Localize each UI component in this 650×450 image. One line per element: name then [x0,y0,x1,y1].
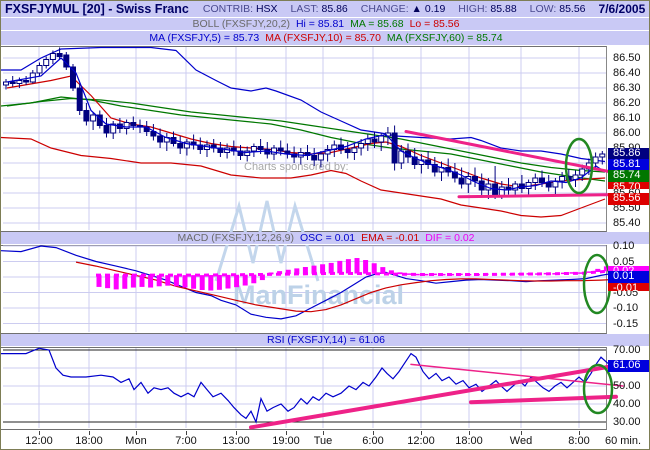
rsi-legend-bar: RSI (FXSFJY,14) = 61.06 [1,334,649,347]
price-chart-area[interactable] [1,46,607,232]
time-tick-mark [521,431,522,435]
time-tick-label: 8:00 [568,435,590,447]
axis-value-box: 85.86 [608,148,649,159]
macd-chart-area[interactable] [1,245,607,334]
contrib-field: CONTRIB: HSX [202,3,278,15]
ma-legend-bar: MA (FXSFJY,5) = 85.73 MA (FXSFJY,10) = 8… [1,31,649,46]
time-tick-mark [579,431,580,435]
time-tick-label: Mon [125,435,147,447]
time-tick-label: 18:00 [455,435,483,447]
time-tick-mark [39,431,40,435]
time-tick-label: 12:00 [25,435,53,447]
time-tick-mark [89,431,90,435]
datetime-label: 7/6/2005 9:00 [598,2,649,16]
time-tick-label: Tue [313,435,333,447]
time-tick-mark [421,431,422,435]
time-tick-label: 19:00 [272,435,300,447]
time-tick-label: 12:00 [407,435,435,447]
symbol-title: FXSFJYMUL [20] - Swiss Franc [5,2,189,16]
axis-tick-label: 85.40 [613,217,641,229]
axis-tick-label: 50.00 [613,380,641,392]
time-tick-mark [186,431,187,435]
up-arrow-icon: ▲ [411,3,422,15]
macd-axis: 0.100.05-0.05-0.10-0.150.020.01-0.01 [607,240,649,334]
interval-label: 60 min. [604,435,642,447]
time-tick-label: 6:00 [362,435,384,447]
axis-value-box: 85.81 [608,159,649,170]
axis-value-box: 85.56 [608,193,649,205]
time-axis: 12:00 18:00 Mon 7:00 13:00 19:00 Tue 6:00 12:00 1… [1,431,649,449]
ma5-value: MA (FXSFJY,5) = 85.73 [149,32,260,44]
low-field: LOW: 85.56 [529,3,586,15]
axis-tick-label: 86.20 [613,97,641,109]
macd-osc-value: OSC = 0.01 [299,232,356,244]
axis-value-box: 0.02 [608,266,649,271]
price-axis: 86.5086.4086.3086.2086.1086.0085.9085.80… [607,46,649,232]
rsi-name: RSI (FXSFJY,14) = 61.06 [267,334,385,346]
axis-tick-label: 0.05 [613,255,635,268]
boll-hi-value: Hi = 85.81 [295,18,345,30]
macd-legend-bar: MACD (FXSFJY,12,26,9) OSC = 0.01 EMA = -… [1,232,649,245]
axis-tick-label: -0.10 [613,302,639,314]
rsi-chart-area[interactable] [1,347,607,430]
axis-tick-label: 86.30 [613,82,641,94]
time-tick-label: 18:00 [75,435,103,447]
time-tick-mark [286,431,287,435]
axis-value-box: -0.01 [608,283,649,291]
ma60-value: MA (FXSFJY,60) = 85.74 [386,32,503,44]
boll-name: BOLL (FXSFJY,20,2) [192,18,290,30]
axis-tick-label: 86.10 [613,112,641,124]
time-tick-label: 7:00 [175,435,197,447]
axis-value-box: 85.74 [608,170,649,182]
time-tick-label: Wed [509,435,533,447]
axis-tick-label: 86.40 [613,67,641,79]
boll-lo-value: Lo = 85.56 [409,18,460,30]
ma10-value: MA (FXSFJY,10) = 85.70 [265,32,381,44]
change-field: CHANGE: ▲ 0.19 [360,3,446,15]
high-field: HIGH: 85.88 [458,3,517,15]
time-tick-mark [469,431,470,435]
time-tick-mark [236,431,237,435]
rsi-axis: 70.00 50.00 40.00 30.00 61.06 [607,344,649,430]
macd-ema-value: EMA = -0.01 [361,232,420,244]
bollinger-legend-bar: BOLL (FXSFJY,20,2) Hi = 85.81 MA = 85.68… [1,18,649,31]
axis-tick-label: -0.15 [613,317,639,330]
time-tick-mark [136,431,137,435]
axis-tick-label: 70.00 [613,344,641,356]
axis-tick-label: 85.50 [613,202,641,214]
last-field: LAST: 85.86 [290,3,348,15]
axis-tick-label: 86.50 [613,52,641,64]
macd-name: MACD (FXSFJY,12,26,9) [177,232,294,244]
axis-tick-label: 30.00 [613,416,641,428]
macd-dif-value: DIF = 0.02 [425,232,475,244]
time-tick-mark [323,431,324,435]
axis-value-box: 85.70 [608,182,649,189]
axis-tick-label: 0.10 [613,240,635,252]
axis-tick-label: 86.00 [613,127,641,139]
boll-ma-value: MA = 85.68 [350,18,404,30]
time-tick-mark [373,431,374,435]
quote-header-bar: FXSFJYMUL [20] - Swiss Franc CONTRIB: HS… [1,1,649,18]
axis-value-box: 0.01 [608,271,649,283]
axis-value-box: 61.06 [608,360,649,372]
time-tick-label: 13:00 [222,435,250,447]
axis-tick-label: 40.00 [613,398,641,410]
